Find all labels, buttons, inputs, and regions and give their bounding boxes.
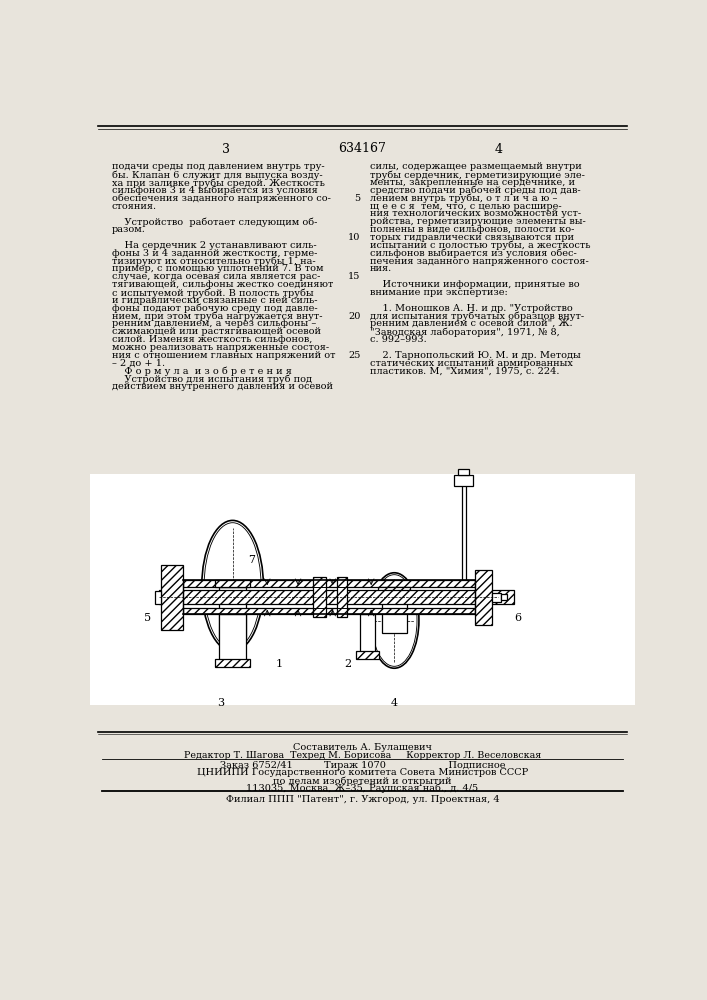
Text: 4: 4	[391, 698, 398, 708]
Text: ха при заливке трубы средой. Жесткость: ха при заливке трубы средой. Жесткость	[112, 178, 325, 188]
Bar	[215, 659, 250, 667]
Text: 10: 10	[348, 233, 361, 242]
Text: лением внутрь трубы, о т л и ч а ю –: лением внутрь трубы, о т л и ч а ю –	[370, 194, 557, 203]
Text: фоны подают рабочую среду под давле-: фоны подают рабочую среду под давле-	[112, 304, 317, 313]
Text: 20: 20	[348, 312, 361, 321]
Text: ренним давлением с осевой силой", Ж.: ренним давлением с осевой силой", Ж.	[370, 319, 572, 328]
Text: для испытания трубчатых образцов внут-: для испытания трубчатых образцов внут-	[370, 312, 584, 321]
Text: щ е е с я  тем, что, с целью расшире-: щ е е с я тем, что, с целью расшире-	[370, 202, 561, 211]
Text: сильфонов выбирается из условия обес-: сильфонов выбирается из условия обес-	[370, 249, 576, 258]
Text: и гидравлически связанные с ней силь-: и гидравлически связанные с ней силь-	[112, 296, 317, 305]
Text: Филиал ППП "Патент", г. Ужгород, ул. Проектная, 4: Филиал ППП "Патент", г. Ужгород, ул. Про…	[226, 795, 499, 804]
Text: торых гидравлически связываются при: торых гидравлически связываются при	[370, 233, 573, 242]
Text: нием, при этом труба нагружается внут-: нием, при этом труба нагружается внут-	[112, 312, 322, 321]
Text: Источники информации, принятые во: Источники информации, принятые во	[370, 280, 579, 289]
Text: ния с отношением главных напряжений от: ния с отношением главных напряжений от	[112, 351, 335, 360]
Text: сжимающей или растягивающей осевой: сжимающей или растягивающей осевой	[112, 327, 321, 336]
Text: 5: 5	[144, 613, 151, 623]
Text: 15: 15	[348, 272, 361, 281]
Text: испытании с полостью трубы, а жесткость: испытании с полостью трубы, а жесткость	[370, 241, 590, 250]
Text: 5: 5	[354, 194, 361, 203]
Text: менты, закрепленные на сердечнике, и: менты, закрепленные на сердечнике, и	[370, 178, 575, 187]
Text: 4: 4	[494, 143, 503, 156]
Text: На сердечник 2 устанавливают силь-: На сердечник 2 устанавливают силь-	[112, 241, 316, 250]
Bar	[161, 565, 182, 630]
Text: Ф о р м у л а  и з о б р е т е н и я: Ф о р м у л а и з о б р е т е н и я	[112, 367, 291, 376]
Text: ройства, герметизирующие элементы вы-: ройства, герметизирующие элементы вы-	[370, 217, 585, 226]
Text: Составитель А. Булашевич: Составитель А. Булашевич	[293, 743, 432, 752]
Bar	[458, 469, 469, 475]
Text: трубы сердечник, герметизирующие эле-: трубы сердечник, герметизирующие эле-	[370, 170, 585, 180]
Text: по делам изобретений и открытий: по делам изобретений и открытий	[273, 776, 452, 786]
Text: Устройство  работает следующим об-: Устройство работает следующим об-	[112, 217, 317, 227]
Ellipse shape	[370, 573, 419, 668]
Bar	[462, 482, 465, 580]
Text: действием внутреннего давления и осевой: действием внутреннего давления и осевой	[112, 382, 333, 391]
Text: внимание при экспертизе:: внимание при экспертизе:	[370, 288, 508, 297]
Bar	[215, 580, 250, 587]
Bar	[155, 591, 161, 604]
Bar	[90, 474, 635, 705]
Bar	[337, 577, 347, 617]
Text: 1. Моношков А. Н. и др. "Устройство: 1. Моношков А. Н. и др. "Устройство	[370, 304, 573, 313]
Text: тизируют их относительно трубы 1, на-: тизируют их относительно трубы 1, на-	[112, 257, 315, 266]
Text: "Заводская лаборатория", 1971, № 8,: "Заводская лаборатория", 1971, № 8,	[370, 327, 559, 337]
Bar	[182, 608, 475, 614]
Text: 7: 7	[248, 555, 255, 565]
Text: статических испытаний армированных: статических испытаний армированных	[370, 359, 573, 368]
Text: можно реализовать напряженные состоя-: можно реализовать напряженные состоя-	[112, 343, 329, 352]
Text: ренним давлением, а через сильфоны –: ренним давлением, а через сильфоны –	[112, 319, 316, 328]
Text: 3: 3	[218, 698, 225, 708]
Text: 3: 3	[222, 143, 230, 156]
Bar	[475, 570, 492, 625]
Ellipse shape	[201, 520, 264, 651]
Text: 2. Тарнопольский Ю. М. и др. Методы: 2. Тарнопольский Ю. М. и др. Методы	[370, 351, 580, 360]
Bar	[360, 614, 375, 653]
Text: пластиков. М, "Химия", 1975, с. 224.: пластиков. М, "Химия", 1975, с. 224.	[370, 367, 559, 376]
Bar	[378, 587, 411, 593]
Text: 1: 1	[275, 659, 282, 669]
Text: стояния.: стояния.	[112, 202, 157, 211]
Text: силой. Изменяя жесткость сильфонов,: силой. Изменяя жесткость сильфонов,	[112, 335, 312, 344]
Text: пример, с помощью уплотнений 7. В том: пример, с помощью уплотнений 7. В том	[112, 264, 323, 273]
Text: полнены в виде сильфонов, полости ко-: полнены в виде сильфонов, полости ко-	[370, 225, 574, 234]
Bar	[492, 593, 501, 602]
Text: Редактор Т. Шагова  Техред М. Борисова     Корректор Л. Веселовская: Редактор Т. Шагова Техред М. Борисова Ко…	[184, 751, 541, 760]
Text: 6: 6	[514, 613, 521, 623]
Bar	[501, 594, 508, 600]
Text: случае, когда осевая сила является рас-: случае, когда осевая сила является рас-	[112, 272, 320, 281]
Bar	[218, 587, 247, 640]
Bar	[182, 580, 475, 587]
Text: 2: 2	[344, 659, 351, 669]
Text: с. 992–993.: с. 992–993.	[370, 335, 426, 344]
Text: средство подачи рабочей среды под дав-: средство подачи рабочей среды под дав-	[370, 186, 580, 195]
Text: Заказ 6752/41          Тираж 1070                    Подписное: Заказ 6752/41 Тираж 1070 Подписное	[220, 761, 505, 770]
Bar	[218, 614, 247, 661]
Text: 25: 25	[348, 351, 361, 360]
Text: разом.: разом.	[112, 225, 146, 234]
Bar	[160, 590, 514, 604]
Text: фоны 3 и 4 заданной жесткости, герме-: фоны 3 и 4 заданной жесткости, герме-	[112, 249, 317, 258]
Text: 634167: 634167	[339, 142, 386, 155]
Text: подачи среды под давлением внутрь тру-: подачи среды под давлением внутрь тру-	[112, 162, 325, 171]
Text: Устройство для испытания труб под: Устройство для испытания труб под	[112, 374, 312, 384]
Text: бы. Клапан 6 служит для выпуска возду-: бы. Клапан 6 служит для выпуска возду-	[112, 170, 322, 180]
Text: сильфонов 3 и 4 выбирается из условия: сильфонов 3 и 4 выбирается из условия	[112, 186, 317, 195]
Text: печения заданного напряженного состоя-: печения заданного напряженного состоя-	[370, 257, 588, 266]
Text: обеспечения заданного напряженного со-: обеспечения заданного напряженного со-	[112, 194, 331, 203]
Bar	[182, 587, 475, 608]
Text: тягивающей, сильфоны жестко соединяют: тягивающей, сильфоны жестко соединяют	[112, 280, 333, 289]
Bar	[382, 587, 407, 633]
Text: силы, содержащее размещаемый внутри: силы, содержащее размещаемый внутри	[370, 162, 581, 171]
Bar	[455, 475, 473, 486]
Text: ния технологических возможностей уст-: ния технологических возможностей уст-	[370, 209, 580, 218]
Text: ния.: ния.	[370, 264, 392, 273]
Bar	[313, 577, 326, 617]
Text: с испытуемой трубой. В полость трубы: с испытуемой трубой. В полость трубы	[112, 288, 313, 298]
Bar	[356, 651, 379, 659]
Text: ЦНИИПИ Государственного комитета Совета Министров СССР: ЦНИИПИ Государственного комитета Совета …	[197, 768, 528, 777]
Text: 113035, Москва, Ж–35, Раушская наб., д. 4/5: 113035, Москва, Ж–35, Раушская наб., д. …	[246, 784, 479, 793]
Text: – 2 до + 1.: – 2 до + 1.	[112, 359, 165, 368]
